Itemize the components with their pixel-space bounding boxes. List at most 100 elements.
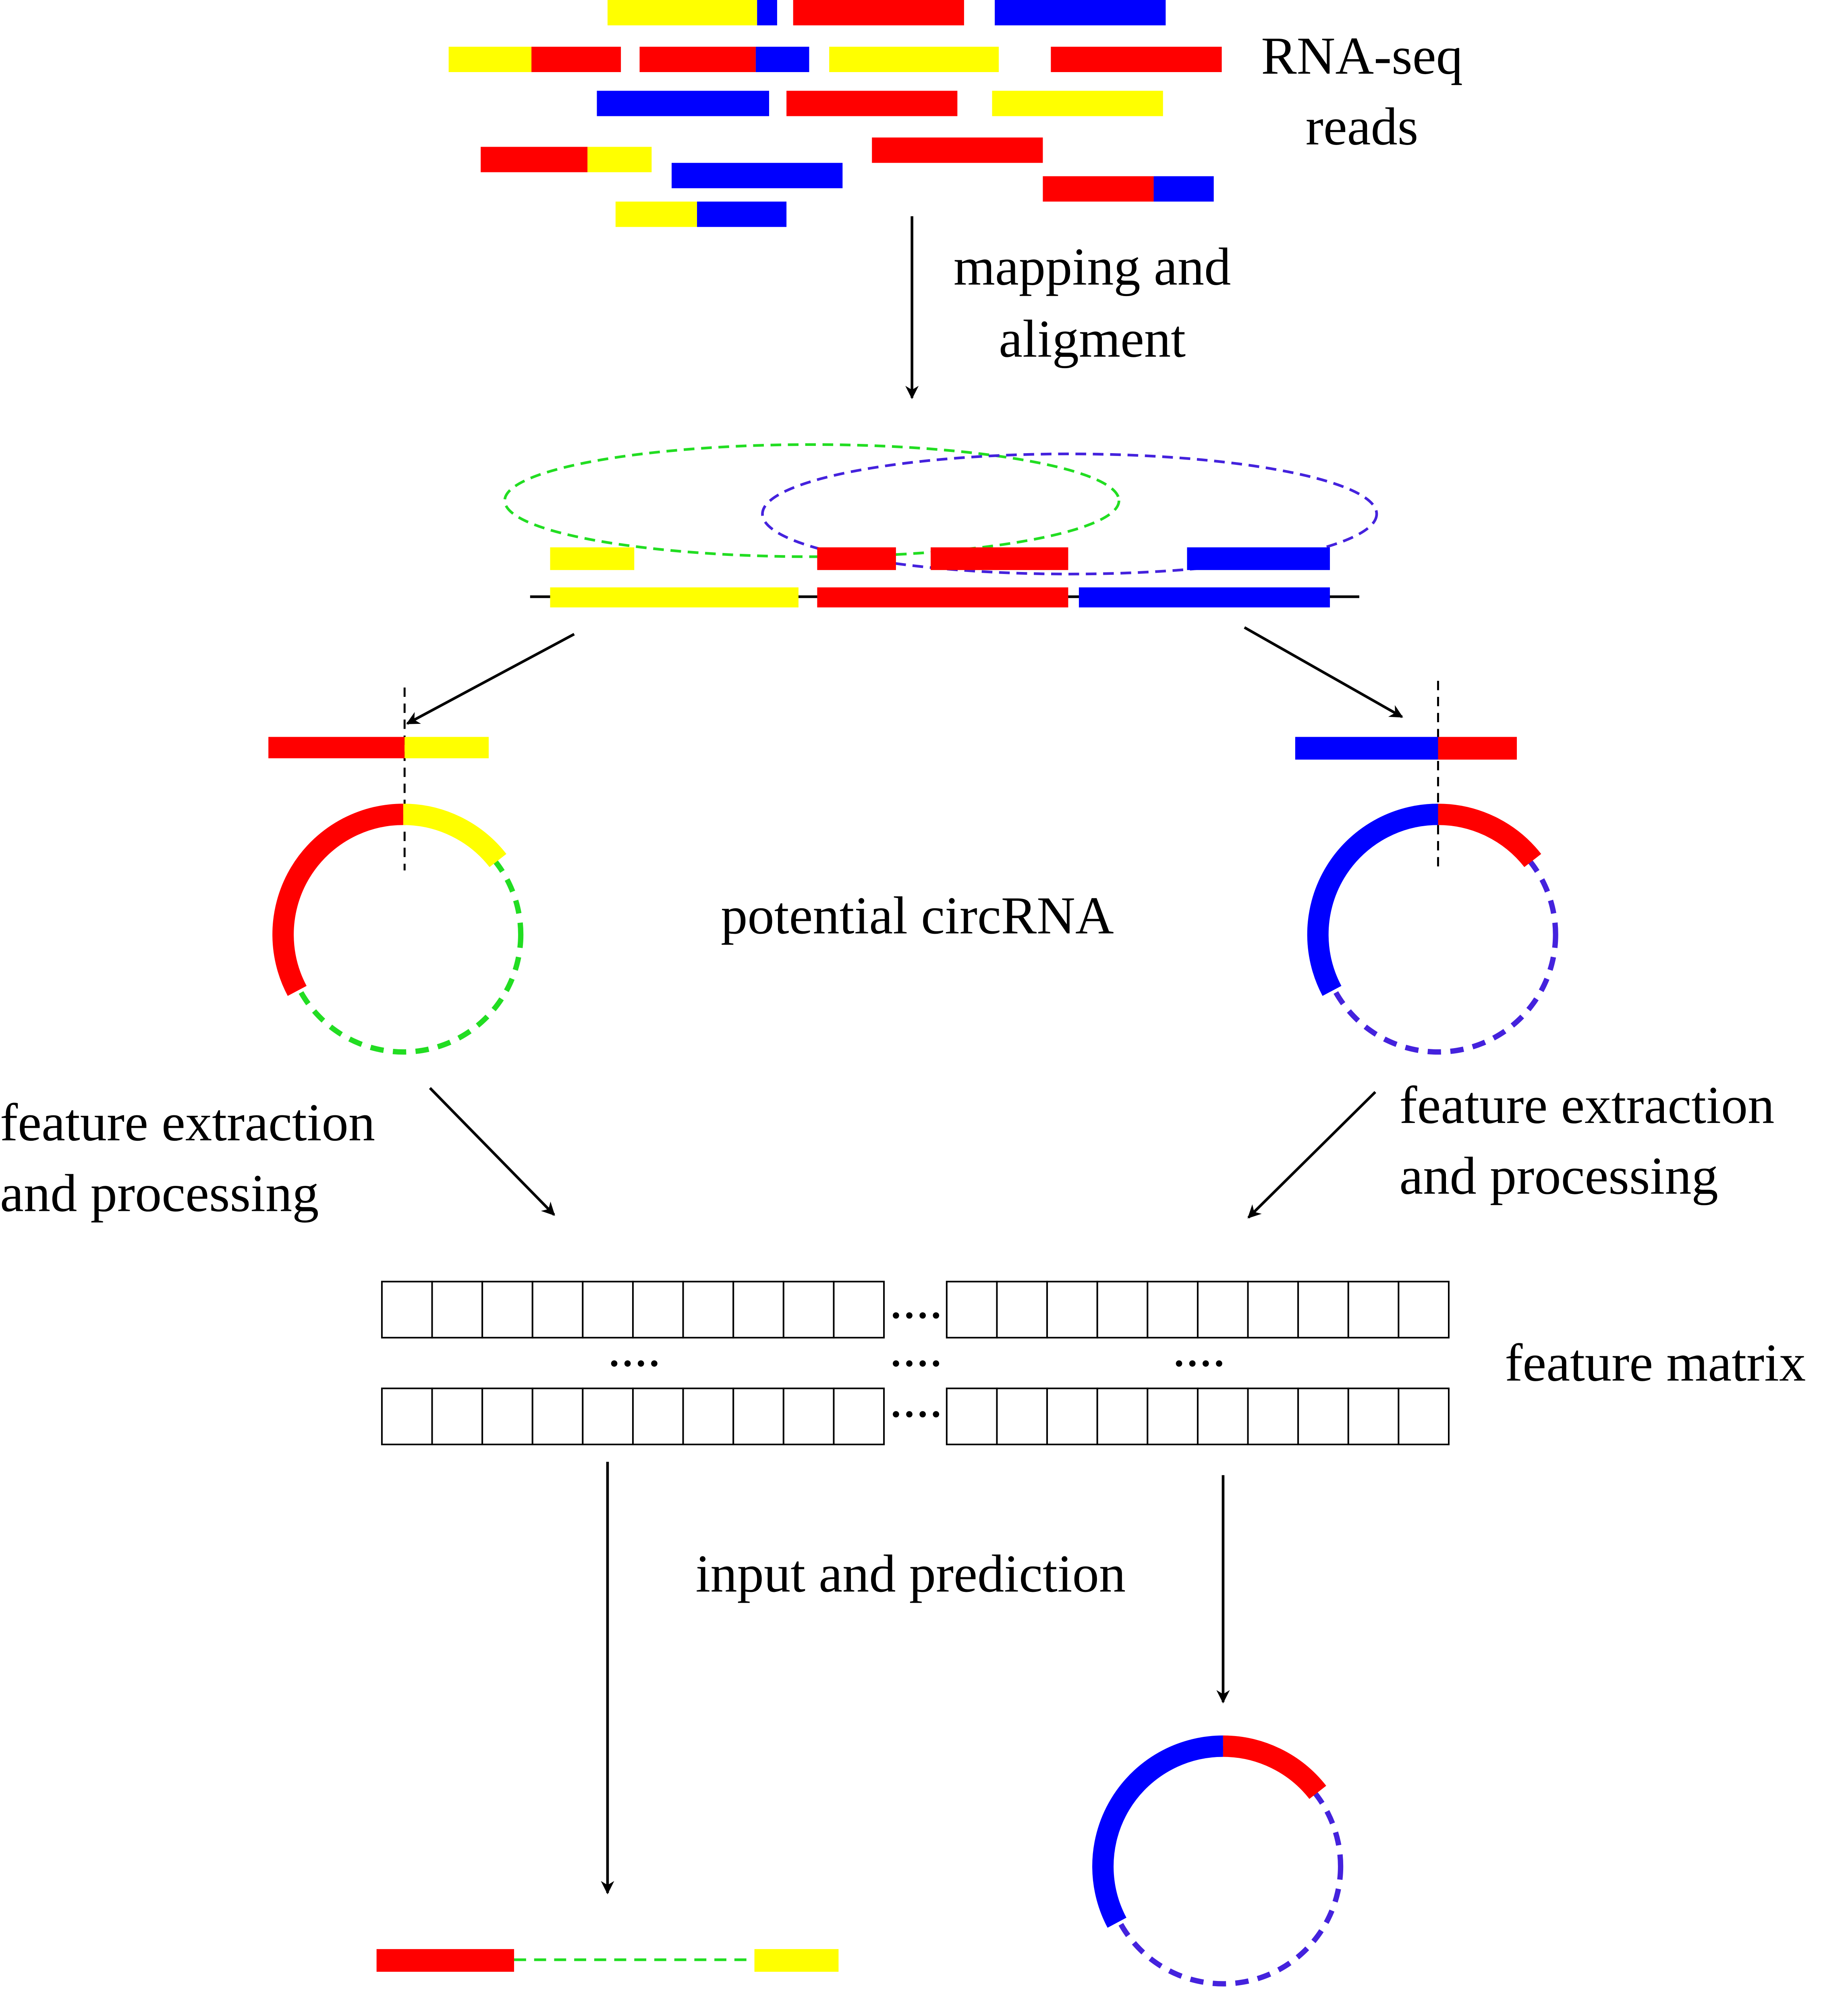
arrow — [1247, 1091, 1377, 1218]
matrix-cell — [996, 1281, 1048, 1339]
step-label: aligment — [999, 309, 1186, 369]
matrix-cell — [782, 1281, 835, 1339]
ellipsis: .... — [889, 1318, 943, 1378]
matrix-cell — [381, 1281, 433, 1339]
segment — [531, 46, 621, 72]
step-label: and processing — [1399, 1146, 1718, 1206]
segment — [1187, 547, 1330, 570]
ellipsis: .... — [889, 1369, 943, 1428]
matrix-cell — [833, 1281, 885, 1339]
matrix-cell — [632, 1387, 684, 1446]
circ-arc — [1438, 804, 1541, 867]
matrix-cell — [1046, 1281, 1098, 1339]
step-label: feature extraction — [0, 1093, 375, 1152]
segment — [268, 737, 405, 758]
segment — [550, 547, 635, 570]
matrix-cell — [1197, 1281, 1249, 1339]
matrix-cell — [732, 1387, 784, 1446]
segment — [755, 46, 809, 72]
matrix-cell — [1297, 1387, 1349, 1446]
circ-arc — [1307, 804, 1438, 996]
matrix-cell — [1247, 1387, 1299, 1446]
matrix-cell — [1347, 1387, 1400, 1446]
segment — [995, 0, 1166, 25]
reads-label: RNA-seq — [1261, 26, 1463, 85]
circ-arc — [403, 804, 506, 867]
matrix-cell — [481, 1387, 533, 1446]
middle-label: potential circRNA — [721, 886, 1114, 945]
segment — [793, 0, 964, 25]
circ-arc — [1223, 1735, 1326, 1799]
matrix-cell — [481, 1281, 533, 1339]
matrix-cell — [996, 1387, 1048, 1446]
matrix-cell — [833, 1387, 885, 1446]
circ-arc — [1092, 1735, 1223, 1928]
matrix-cell — [1046, 1387, 1098, 1446]
matrix-cell — [582, 1387, 634, 1446]
segment — [615, 201, 697, 227]
segment — [757, 0, 777, 25]
segment — [829, 46, 999, 72]
matrix-cell — [682, 1281, 734, 1339]
segment — [992, 91, 1163, 116]
segment — [697, 201, 787, 227]
ellipsis: .... — [1172, 1318, 1226, 1378]
arrow — [1244, 626, 1403, 718]
matrix-cell — [1247, 1281, 1299, 1339]
matrix-cell — [431, 1281, 483, 1339]
segment — [597, 91, 769, 116]
segment — [872, 137, 1043, 163]
matrix-cell — [431, 1387, 483, 1446]
step-label: input and prediction — [696, 1544, 1126, 1603]
segment — [1295, 737, 1438, 760]
matrix-cell — [1147, 1387, 1199, 1446]
segment — [1043, 176, 1154, 202]
matrix-cell — [782, 1387, 835, 1446]
matrix-cell — [732, 1281, 784, 1339]
segment — [587, 147, 652, 172]
ellipsis: .... — [608, 1318, 661, 1378]
matrix-cell — [1297, 1281, 1349, 1339]
segment — [448, 46, 532, 72]
arrow — [429, 1087, 555, 1216]
matrix-cell — [1398, 1281, 1450, 1339]
step-label: and processing — [0, 1164, 319, 1223]
arrow — [406, 633, 575, 725]
segment — [817, 587, 1068, 607]
step-label: feature extraction — [1399, 1075, 1774, 1135]
segment — [1438, 737, 1517, 760]
step-label: mapping and — [954, 237, 1231, 296]
matrix-cell — [946, 1387, 998, 1446]
matrix-cell — [582, 1281, 634, 1339]
segment — [817, 547, 896, 570]
junction-arc — [503, 443, 1120, 558]
matrix-cell — [1096, 1281, 1149, 1339]
segment — [376, 1949, 514, 1972]
junction-arc — [761, 452, 1378, 576]
segment — [786, 91, 958, 116]
reads-label: reads — [1306, 97, 1419, 156]
segment — [639, 46, 756, 72]
matrix-cell — [1398, 1387, 1450, 1446]
matrix-cell — [531, 1281, 584, 1339]
matrix-cell — [682, 1387, 734, 1446]
segment — [672, 163, 843, 189]
segment — [550, 587, 799, 607]
segment — [931, 547, 1068, 570]
segment — [754, 1949, 839, 1972]
segment — [404, 737, 489, 758]
segment — [1051, 46, 1222, 72]
matrix-cell — [531, 1387, 584, 1446]
circ-arc — [272, 804, 403, 996]
segment — [481, 147, 588, 172]
matrix-label: feature matrix — [1505, 1333, 1806, 1392]
matrix-cell — [1347, 1281, 1400, 1339]
matrix-cell — [1197, 1387, 1249, 1446]
matrix-cell — [946, 1281, 998, 1339]
segment — [608, 0, 757, 25]
ellipsis: .... — [889, 1270, 943, 1330]
matrix-cell — [381, 1387, 433, 1446]
matrix-cell — [1096, 1387, 1149, 1446]
segment — [1079, 587, 1330, 607]
